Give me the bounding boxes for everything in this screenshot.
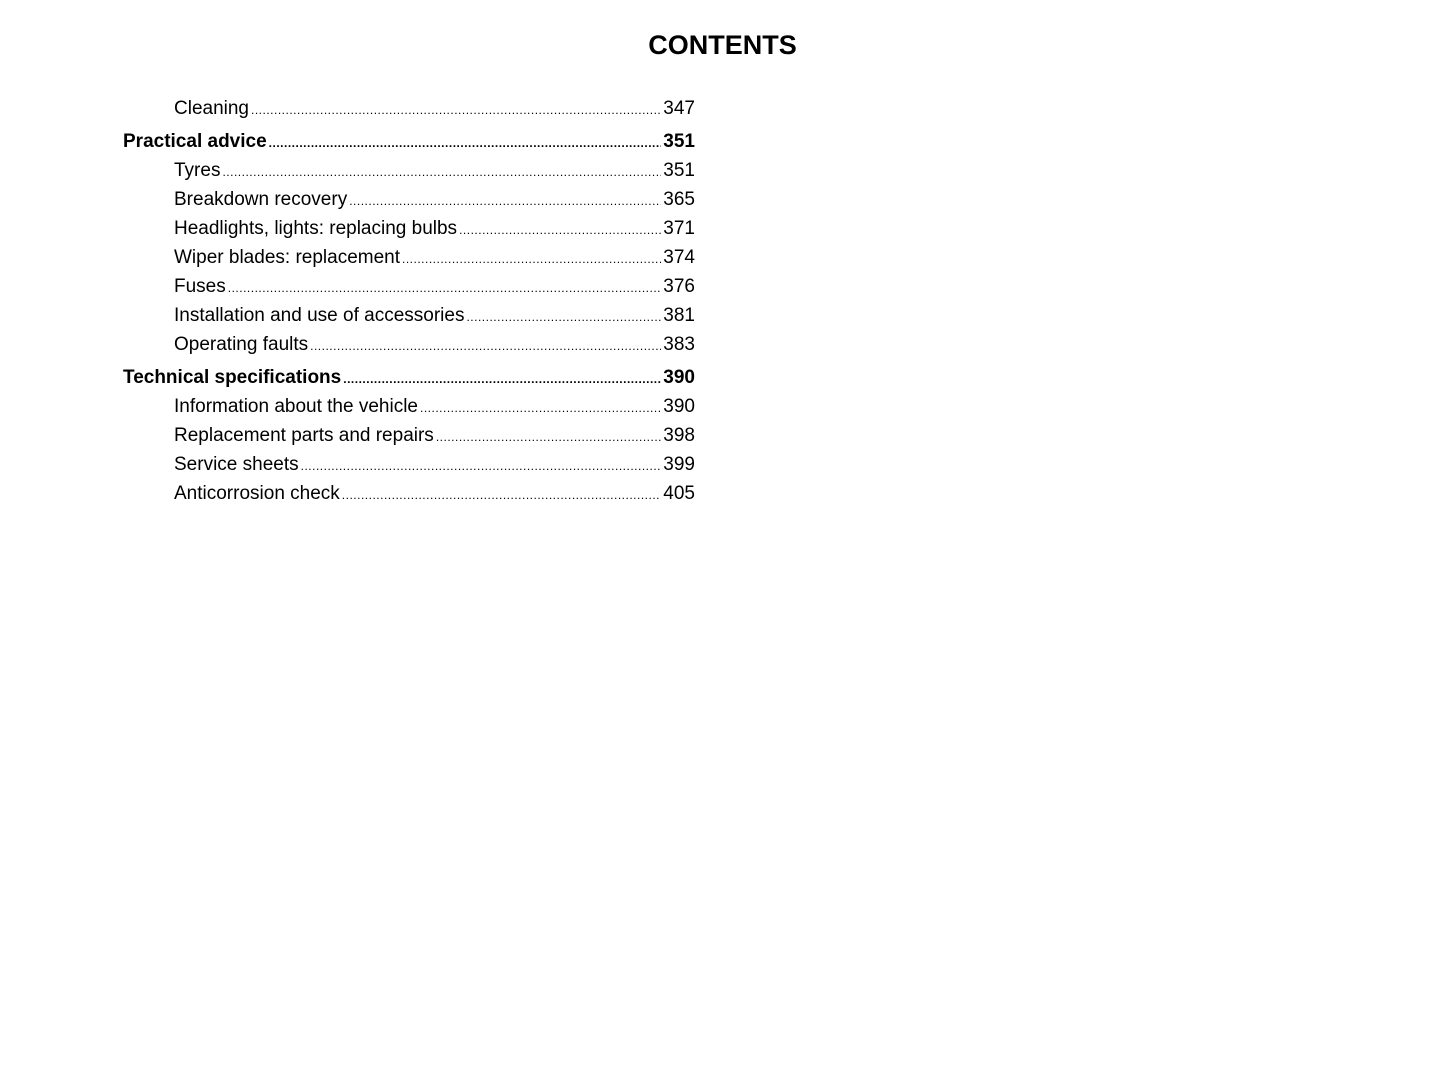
toc-entry-label: Information about the vehicle: [174, 396, 418, 417]
table-of-contents: Cleaning 347 Practical advice 351 Tyres 351 Br…: [123, 94, 695, 508]
toc-entry-label: Replacement parts and repairs: [174, 425, 434, 446]
toc-entry-label: Practical advice: [123, 131, 267, 152]
dot-leader: [222, 158, 661, 187]
toc-entry-page: 351: [663, 160, 695, 181]
toc-entry-page: 351: [663, 131, 695, 152]
toc-entry[interactable]: Replacement parts and repairs 398: [123, 421, 695, 450]
toc-entry-label: Technical specifications: [123, 367, 342, 388]
dot-leader: [310, 332, 661, 361]
toc-entry[interactable]: Information about the vehicle 390: [123, 392, 695, 421]
toc-entry-label: Service sheets: [174, 454, 299, 475]
toc-entry-label: Operating faults: [174, 334, 309, 355]
toc-entry[interactable]: Operating faults 383: [123, 330, 695, 359]
dot-leader: [269, 129, 662, 158]
toc-entry-page: 347: [663, 98, 695, 119]
dot-leader: [420, 394, 661, 423]
dot-leader: [228, 274, 662, 303]
toc-entry[interactable]: Anticorrosion check 405: [123, 479, 695, 508]
toc-entry-page: 399: [663, 454, 695, 475]
toc-entry-page: 390: [663, 396, 695, 417]
toc-entry-page: 405: [663, 483, 695, 504]
toc-entry-label: Wiper blades: replacement: [174, 247, 400, 268]
toc-entry-page: 390: [663, 367, 695, 388]
dot-leader: [349, 187, 661, 216]
toc-entry-label: Cleaning: [174, 98, 249, 119]
toc-entry-page: 371: [663, 218, 695, 239]
toc-section-entry[interactable]: Technical specifications 390: [123, 363, 695, 392]
toc-entry-page: 374: [663, 247, 695, 268]
toc-entry-page: 376: [663, 276, 695, 297]
toc-entry-page: 365: [663, 189, 695, 210]
toc-entry[interactable]: Breakdown recovery 365: [123, 185, 695, 214]
toc-entry-label: Anticorrosion check: [174, 483, 340, 504]
toc-entry[interactable]: Fuses 376: [123, 272, 695, 301]
toc-entry[interactable]: Headlights, lights: replacing bulbs 371: [123, 214, 695, 243]
dot-leader: [251, 96, 661, 125]
dot-leader: [436, 423, 661, 452]
toc-entry-label: Headlights, lights: replacing bulbs: [174, 218, 458, 239]
toc-entry[interactable]: Service sheets 399: [123, 450, 695, 479]
page-title: CONTENTS: [648, 30, 797, 60]
toc-entry[interactable]: Installation and use of accessories 381: [123, 301, 695, 330]
toc-entry-page: 398: [663, 425, 695, 446]
toc-section-entry[interactable]: Practical advice 351: [123, 127, 695, 156]
toc-entry-label: Breakdown recovery: [174, 189, 348, 210]
dot-leader: [466, 303, 661, 332]
dot-leader: [402, 245, 661, 274]
dot-leader: [342, 481, 662, 510]
toc-entry-label: Tyres: [174, 160, 221, 181]
dot-leader: [459, 216, 661, 245]
toc-entry-label: Installation and use of accessories: [174, 305, 465, 326]
toc-entry[interactable]: Cleaning 347: [123, 94, 695, 123]
dot-leader: [343, 365, 661, 394]
toc-entry-page: 383: [663, 334, 695, 355]
toc-entry[interactable]: Wiper blades: replacement 374: [123, 243, 695, 272]
toc-entry-page: 381: [663, 305, 695, 326]
dot-leader: [301, 452, 662, 481]
toc-entry[interactable]: Tyres 351: [123, 156, 695, 185]
toc-entry-label: Fuses: [174, 276, 226, 297]
